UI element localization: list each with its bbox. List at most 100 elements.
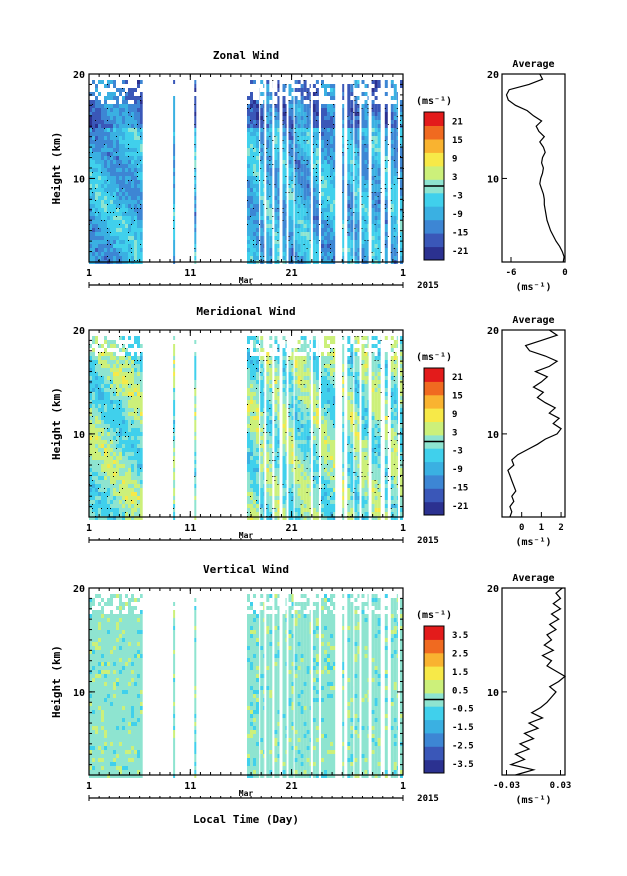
heat-cell xyxy=(312,184,316,188)
heat-cell xyxy=(374,248,378,252)
heat-cell xyxy=(173,240,176,244)
heat-cell xyxy=(92,384,95,388)
heat-cell xyxy=(364,168,368,172)
heat-cell xyxy=(364,120,368,124)
heat-cell xyxy=(269,132,273,136)
heat-cell xyxy=(113,388,116,392)
heat-cell xyxy=(128,180,131,184)
heat-cell xyxy=(92,92,95,96)
heat-cell xyxy=(122,228,125,232)
heat-cell xyxy=(256,472,259,476)
heat-cell xyxy=(361,180,365,184)
heat-cell xyxy=(140,496,143,500)
heat-cell xyxy=(134,388,137,392)
heat-cell xyxy=(134,148,137,152)
contour-dot xyxy=(263,204,265,205)
heat-cell xyxy=(312,204,316,208)
heat-cell xyxy=(374,196,378,200)
heat-cell xyxy=(300,188,304,192)
heat-cell xyxy=(137,208,140,212)
heat-cell xyxy=(327,248,330,252)
heat-cell xyxy=(104,136,107,140)
heat-cell xyxy=(101,244,104,248)
heat-cell xyxy=(303,152,307,156)
chart-title: Zonal Wind xyxy=(213,49,279,62)
heat-cell xyxy=(98,236,101,240)
heat-cell xyxy=(131,164,134,168)
heat-cell xyxy=(247,144,250,148)
heat-cell xyxy=(282,172,286,176)
heat-cell xyxy=(266,228,270,232)
heat-cell xyxy=(260,392,264,396)
heat-cell xyxy=(294,88,298,92)
heat-cell xyxy=(256,224,259,228)
heat-cell xyxy=(131,140,134,144)
heat-cell xyxy=(98,468,101,472)
heat-cell xyxy=(131,432,134,436)
heat-cell xyxy=(400,84,403,88)
heat-cell xyxy=(294,232,298,236)
heat-cell xyxy=(104,160,107,164)
contour-dot xyxy=(194,144,196,145)
heat-cell xyxy=(361,176,365,180)
contour-dot xyxy=(140,208,141,209)
heat-cell xyxy=(384,136,388,140)
heat-cell xyxy=(119,192,122,196)
heat-cell xyxy=(131,412,134,416)
heat-cell xyxy=(269,116,273,120)
heat-cell xyxy=(128,336,131,340)
heat-cell xyxy=(342,184,345,188)
heat-cell xyxy=(342,240,345,244)
heat-cell xyxy=(101,164,104,168)
heat-cell xyxy=(134,492,137,496)
heat-cell xyxy=(131,416,134,420)
heat-cell xyxy=(361,136,365,140)
heat-cell xyxy=(110,176,113,180)
contour-dot xyxy=(101,172,102,173)
heat-cell xyxy=(113,136,116,140)
heat-cell xyxy=(260,192,264,196)
heat-cell xyxy=(89,200,92,204)
heat-cell xyxy=(306,220,310,224)
heat-cell xyxy=(107,420,110,424)
contour-dot xyxy=(274,184,276,185)
heat-cell xyxy=(330,132,333,136)
heat-cell xyxy=(361,164,365,168)
heat-cell xyxy=(95,104,98,108)
heat-cell xyxy=(119,88,122,92)
heat-cell xyxy=(282,244,286,248)
heat-cell xyxy=(101,356,104,360)
heat-cell xyxy=(122,88,125,92)
heat-cell xyxy=(95,400,98,404)
heat-cell xyxy=(390,120,394,124)
heat-cell xyxy=(282,176,286,180)
heat-cell xyxy=(95,152,98,156)
heat-cell xyxy=(306,236,310,240)
heat-cell xyxy=(110,204,113,208)
heat-cell xyxy=(116,228,119,232)
heat-cell xyxy=(312,224,316,228)
contour-dot xyxy=(266,148,268,149)
contour-dot xyxy=(101,364,102,365)
heat-cell xyxy=(297,220,301,224)
heat-cell xyxy=(128,356,131,360)
heat-cell xyxy=(274,112,278,116)
heat-cell xyxy=(110,448,113,452)
contour-dot xyxy=(247,180,248,181)
heat-cell xyxy=(371,256,375,260)
heat-cell xyxy=(116,344,119,348)
heat-cell xyxy=(134,220,137,224)
heat-cell xyxy=(89,192,92,196)
heat-cell xyxy=(266,504,270,508)
heat-cell xyxy=(98,356,101,360)
contour-dot xyxy=(384,108,386,109)
heat-cell xyxy=(250,152,253,156)
contour-dot xyxy=(173,432,175,433)
heat-cell xyxy=(113,176,116,180)
heat-cell xyxy=(131,504,134,508)
heat-cell xyxy=(194,168,197,172)
heat-cell xyxy=(107,240,110,244)
heat-cell xyxy=(282,156,286,160)
heat-cell xyxy=(131,480,134,484)
heat-cell xyxy=(371,216,375,220)
